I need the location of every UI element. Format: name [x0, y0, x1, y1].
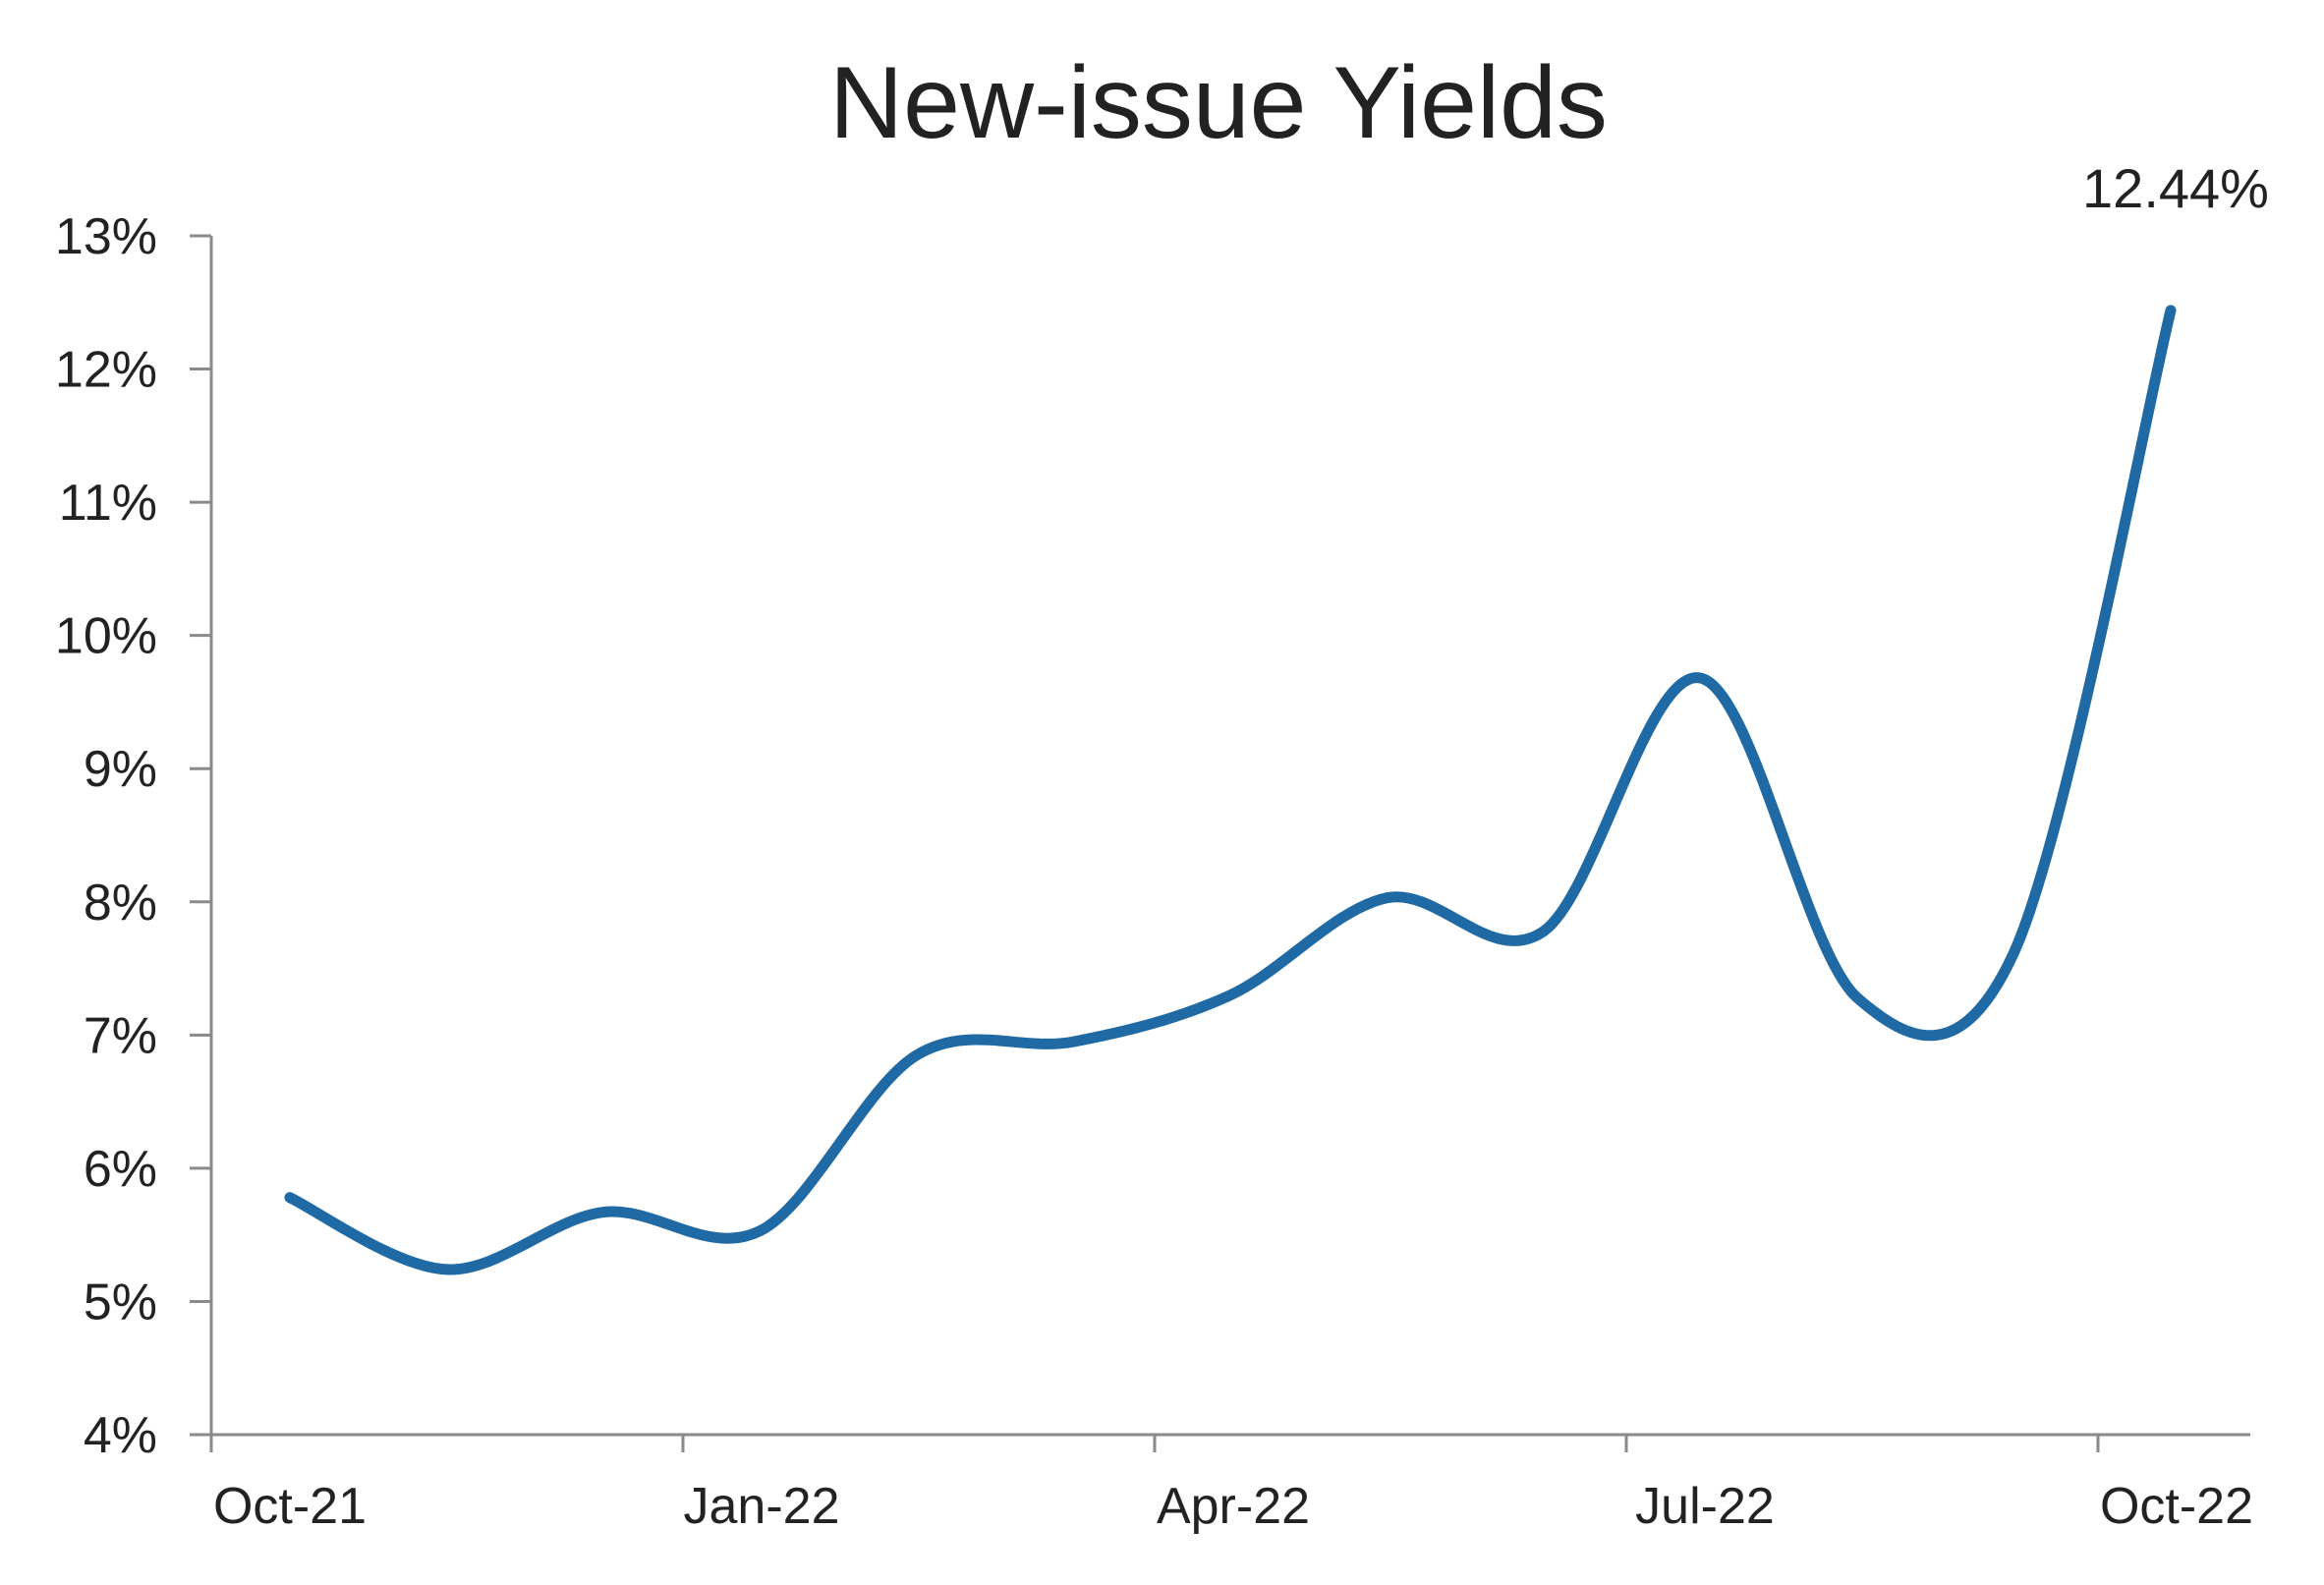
- y-tick-label: 5%: [84, 1274, 157, 1330]
- y-tick-label: 4%: [84, 1407, 157, 1464]
- x-tick-label: Oct-22: [2100, 1478, 2253, 1535]
- x-axis-ticks: Oct-21 Jan-22 Apr-22 Jul-22 Oct-22: [209, 1435, 2253, 1535]
- x-tick-label: Jan-22: [684, 1478, 840, 1535]
- chart-title: New-issue Yields: [829, 46, 1608, 160]
- y-tick-label: 8%: [84, 875, 157, 932]
- x-tick-label: Apr-22: [1157, 1478, 1310, 1535]
- y-tick-label: 7%: [84, 1007, 157, 1064]
- chart-axes: [209, 236, 2250, 1437]
- y-tick-label: 13%: [55, 208, 157, 265]
- yield-series-line: [284, 305, 2177, 1275]
- y-tick-label: 12%: [55, 342, 157, 399]
- y-tick-label: 11%: [59, 475, 157, 532]
- y-axis-ticks: 4% 5% 6% 7% 8% 9% 10% 11% 12% 13%: [55, 208, 211, 1464]
- last-value-label: 12.44%: [2082, 157, 2269, 219]
- x-tick-label: Oct-21: [213, 1478, 367, 1535]
- y-tick-label: 6%: [84, 1141, 157, 1198]
- y-tick-label: 10%: [55, 608, 157, 665]
- y-tick-label: 9%: [84, 741, 157, 798]
- x-tick-label: Jul-22: [1635, 1478, 1775, 1535]
